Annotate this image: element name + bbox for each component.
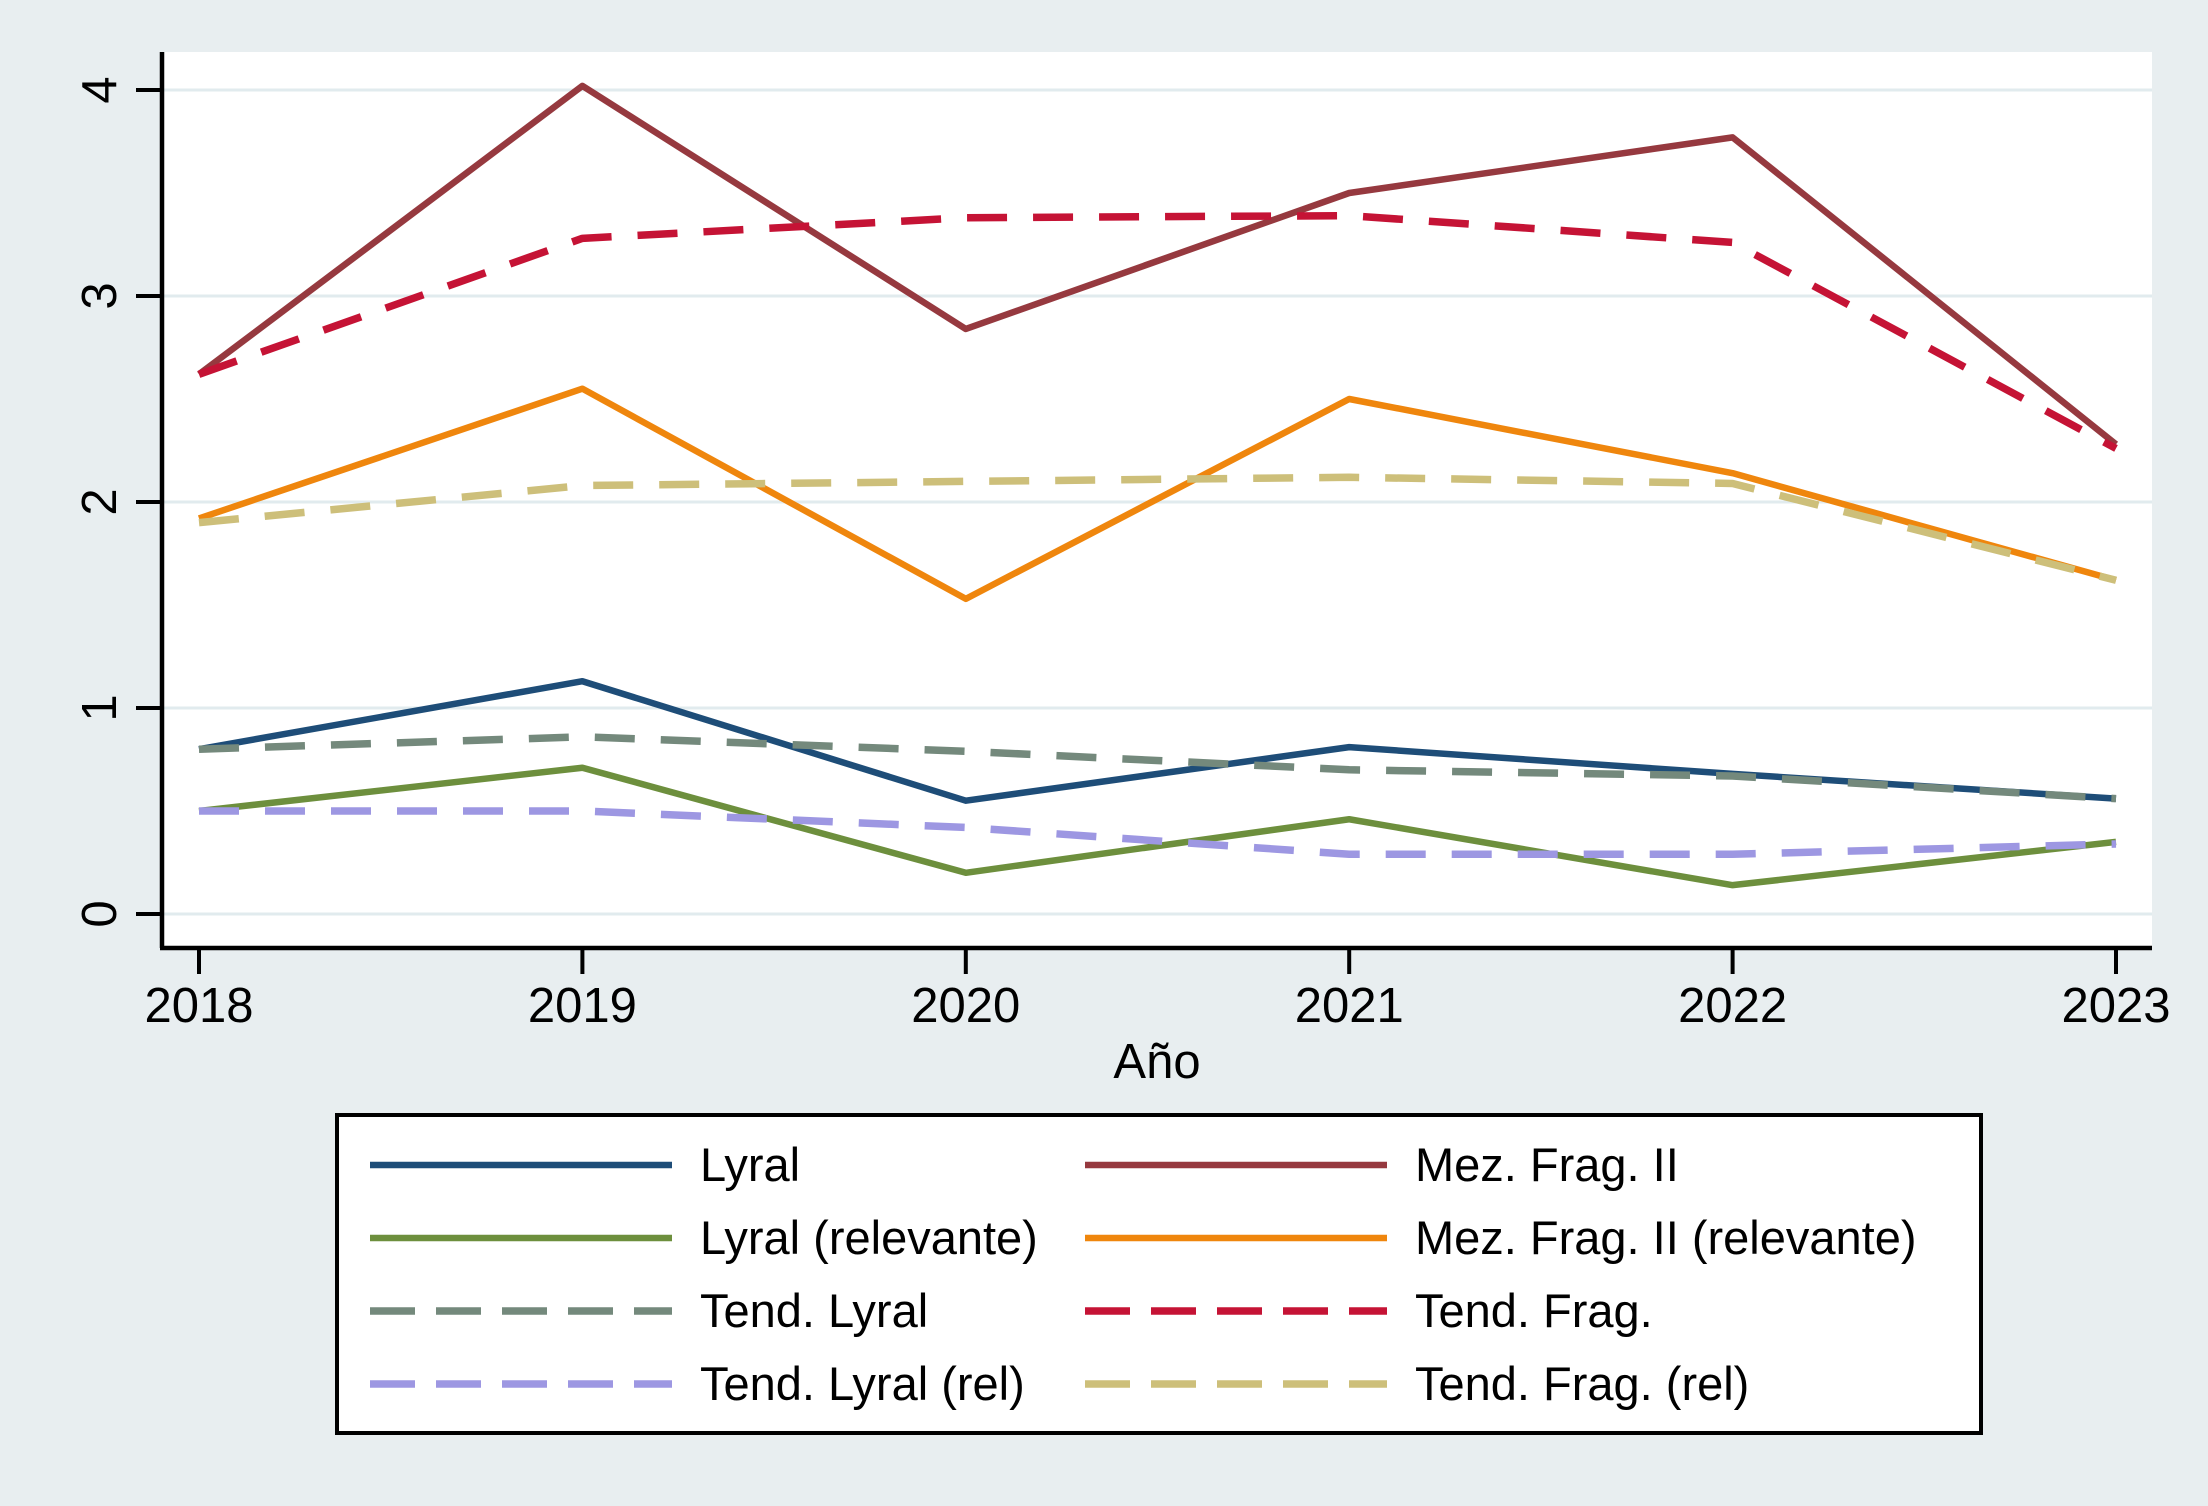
series-line-mez-frag-ii <box>197 82 2119 447</box>
series-line-lyral-relevante <box>198 764 2117 889</box>
y-tick-label-3: 3 <box>73 282 127 309</box>
legend-label-tend-lyral: Tend. Lyral <box>700 1284 928 1337</box>
x-axis-title: Año <box>1113 1035 1200 1089</box>
x-tick-label-2022: 2022 <box>1678 979 1787 1033</box>
legend-label-lyral-relevante: Lyral (relevante) <box>700 1211 1038 1264</box>
legend-box: Lyral Lyral (relevante) Tend. Lyral Tend. L… <box>335 1113 1983 1435</box>
legend-label-tend-frag-rel: Tend. Frag. (rel) <box>1415 1357 1749 1410</box>
series-line-mez-frag-ii-relevante <box>197 385 2117 603</box>
x-tick-label-2018: 2018 <box>144 979 253 1033</box>
y-tick-label-4: 4 <box>73 76 127 103</box>
legend-label-mez-frag-ii-relevante: Mez. Frag. II (relevante) <box>1415 1211 1917 1264</box>
series-line-tend-lyral-rel <box>199 807 2117 859</box>
series-line-tend-frag <box>197 211 2118 452</box>
y-tick-label-0: 0 <box>73 900 127 927</box>
x-tick-label-2021: 2021 <box>1295 979 1404 1033</box>
x-tick-label-2020: 2020 <box>911 979 1020 1033</box>
series-line-tend-frag-rel <box>198 473 2117 584</box>
series-lines <box>197 82 2119 889</box>
series-line-tend-lyral <box>198 733 2117 803</box>
legend-label-tend-lyral-rel: Tend. Lyral (rel) <box>700 1357 1025 1410</box>
axes <box>136 52 2152 974</box>
y-tick-label-1: 1 <box>73 694 127 721</box>
y-tick-label-2: 2 <box>73 488 127 515</box>
x-tick-label-2023: 2023 <box>2061 979 2170 1033</box>
legend-label-mez-frag-ii: Mez. Frag. II <box>1415 1138 1679 1191</box>
legend-label-tend-frag: Tend. Frag. <box>1415 1284 1653 1337</box>
x-tick-label-2019: 2019 <box>528 979 637 1033</box>
legend-label-lyral: Lyral <box>700 1138 800 1191</box>
tick-labels: 0 1 2 3 4 2018 2019 2020 2021 2022 2023 <box>73 76 2171 1033</box>
